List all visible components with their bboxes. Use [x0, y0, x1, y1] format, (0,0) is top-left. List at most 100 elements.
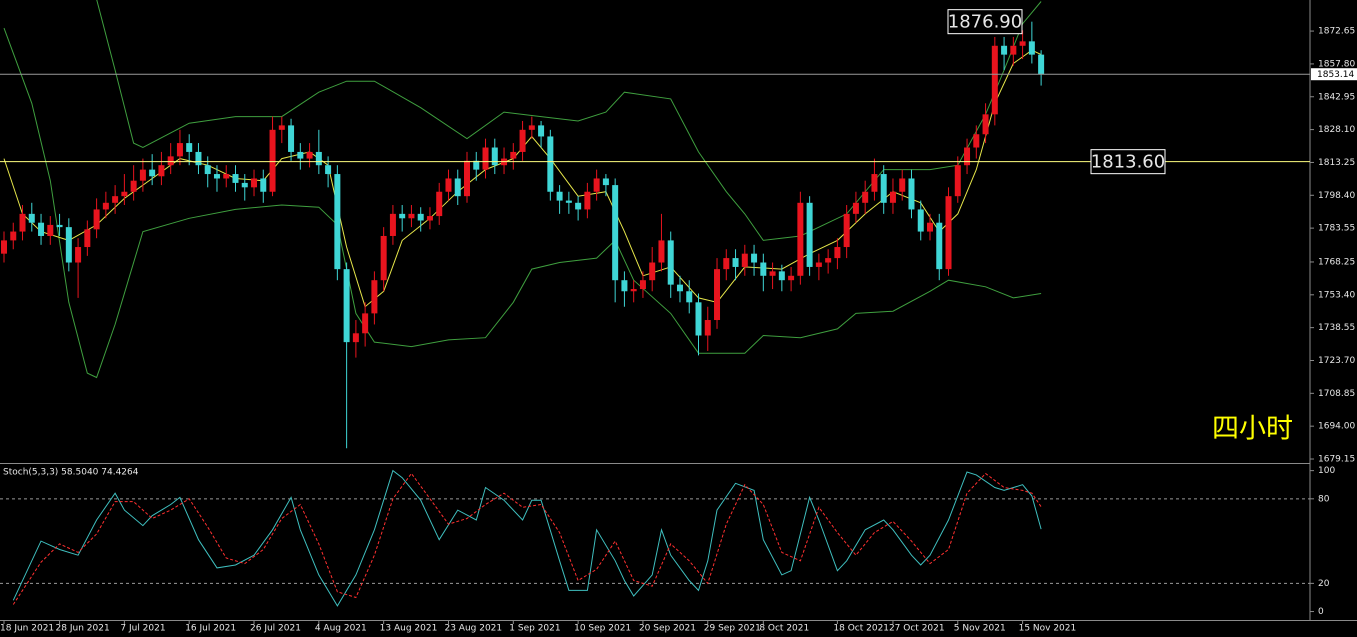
candle-body: [102, 202, 109, 210]
candle-body: [547, 136, 554, 192]
candle-body: [556, 191, 563, 201]
y-tick-label: 1798.40: [1318, 191, 1355, 201]
candle-body: [519, 129, 526, 152]
candle-body: [306, 151, 313, 159]
candle-body: [426, 216, 433, 221]
candle-body: [297, 151, 304, 159]
candle-body: [658, 240, 665, 263]
candle-body: [362, 313, 369, 334]
candle-body: [630, 289, 637, 292]
annotation-box: [947, 9, 1023, 35]
price-label-box: [1311, 68, 1357, 81]
candle-body: [1028, 41, 1035, 55]
candle-body: [908, 178, 915, 210]
candle-body: [84, 229, 91, 248]
candle-body: [862, 191, 869, 203]
candle-body: [852, 202, 859, 214]
y-tick-label: 1723.70: [1318, 356, 1355, 366]
candle-body: [973, 134, 980, 148]
candle-body: [602, 178, 609, 186]
candle-body: [167, 156, 174, 166]
candle-body: [1001, 45, 1008, 55]
x-tick-label: 20 Sep 2021: [639, 624, 696, 634]
candle-body: [880, 174, 887, 203]
candle-body: [315, 151, 322, 166]
candle-body: [621, 280, 628, 292]
x-tick-label: 7 Jul 2021: [120, 624, 165, 634]
candle-body: [528, 125, 535, 130]
candle-body: [213, 174, 220, 179]
annotation-box: [1090, 149, 1166, 175]
stoch-line: [12, 469, 1042, 607]
y-tick-label: 1694.00: [1318, 422, 1355, 432]
candle-body: [964, 147, 971, 166]
y-tick-label: 1783.55: [1318, 224, 1355, 234]
x-tick-label: 1 Sep 2021: [509, 624, 560, 634]
candle-body: [121, 191, 128, 197]
y-tick-label: 1813.25: [1318, 158, 1355, 168]
candle-body: [389, 213, 396, 236]
candle-body: [186, 143, 193, 152]
overlay-line: [96, 0, 1042, 241]
candle-body: [491, 147, 498, 166]
candle-body: [334, 174, 341, 270]
x-tick-label: 15 Nov 2021: [1019, 624, 1077, 634]
candle-body: [704, 320, 711, 336]
candle-body: [769, 271, 776, 276]
candle-body: [1019, 41, 1026, 46]
candle-body: [695, 302, 702, 336]
candle-body: [649, 262, 656, 281]
candle-body: [251, 178, 258, 188]
candle-body: [149, 169, 156, 177]
x-tick-label: 5 Nov 2021: [954, 624, 1006, 634]
candle-body: [38, 222, 45, 236]
candle-body: [436, 191, 443, 217]
candle-body: [195, 151, 202, 166]
candle-body: [130, 180, 137, 192]
x-tick-label: 18 Jun 2021: [0, 624, 54, 634]
candle-body: [612, 185, 619, 281]
y-tick-label: 1753.40: [1318, 290, 1355, 300]
candle-body: [732, 258, 739, 267]
candle-body: [936, 222, 943, 270]
candle-body: [778, 271, 785, 281]
candle-body: [19, 213, 26, 232]
candle-body: [871, 174, 878, 192]
candle-body: [714, 269, 721, 321]
candle-body: [676, 284, 683, 292]
annotation-label: 1876.90: [948, 12, 1022, 33]
candle-body: [10, 231, 17, 241]
candle-body: [889, 191, 896, 203]
candle-body: [927, 222, 933, 232]
candle-body: [686, 291, 693, 303]
y-tick-label: 1768.25: [1318, 257, 1355, 267]
candle-body: [1, 240, 7, 254]
annotation-label: 1813.60: [1091, 152, 1165, 173]
note: 四小时: [1212, 414, 1293, 445]
y-tick-label: 20: [1318, 579, 1330, 589]
candle-body: [834, 247, 841, 259]
y-tick-label: 1738.55: [1318, 323, 1355, 333]
y-tick-label: 1679.15: [1318, 455, 1355, 465]
candle-body: [232, 174, 239, 183]
candle-body: [917, 209, 924, 232]
candle-body: [56, 224, 63, 228]
y-tick-label: 80: [1318, 494, 1330, 504]
candle-body: [241, 182, 248, 188]
candle-body: [741, 253, 748, 267]
x-tick-label: 23 Aug 2021: [444, 624, 502, 634]
candle-body: [65, 227, 72, 263]
candle-body: [751, 253, 758, 263]
candle-body: [343, 269, 350, 343]
candle-body: [945, 196, 952, 270]
candle-body: [278, 125, 285, 130]
candle-body: [482, 147, 489, 170]
candle-body: [28, 213, 35, 223]
x-tick-label: 4 Aug 2021: [315, 624, 367, 634]
candle-body: [139, 169, 146, 181]
candle-body: [639, 280, 646, 290]
x-tick-label: 13 Aug 2021: [380, 624, 438, 634]
candle-body: [510, 151, 517, 159]
